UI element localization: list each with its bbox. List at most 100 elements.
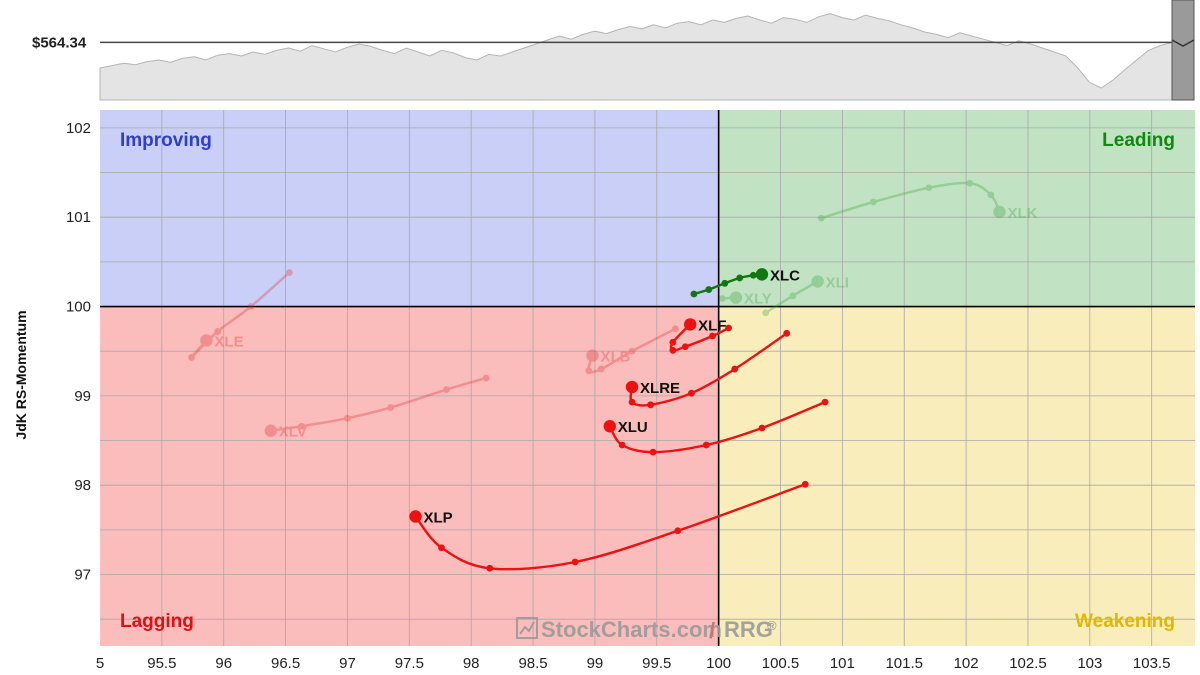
y-axis-label: JdK RS-Momentum [13,310,29,439]
trail-line-xle [190,271,291,359]
trail-point-xlu [758,424,766,432]
x-tick-label: 96 [215,655,232,672]
x-tick-label: 101 [830,655,855,672]
y-tick-label: 101 [66,209,91,226]
trail-point-xlb [585,367,593,375]
trail-head-xlre[interactable] [625,380,639,394]
trail-point-xle [247,303,255,310]
y-tick-label: 99 [74,388,91,405]
trail-point-xlb [597,365,605,373]
trail-point-xle [188,354,195,361]
x-tick-label: 99.5 [642,655,671,672]
stockcharts-watermark: StockCharts.com / RRG ® [516,617,777,643]
trail-point-xlf [681,343,689,351]
trail-line-xlk [820,181,1001,220]
trail-point-xlf [709,332,716,340]
trail-point-xlb [628,347,636,355]
quadrant-leading [718,110,1195,307]
x-tick-label: 5 [96,655,104,672]
x-tick-label: 98.5 [518,655,547,672]
trail-xlp[interactable]: XLP [409,480,809,572]
trail-point-xlv [387,404,395,411]
trail-head-xlc[interactable] [755,268,769,281]
trail-label-xli: XLI [826,275,849,292]
trail-head-xlu[interactable] [603,420,616,433]
slider-grip-icon[interactable] [1171,39,1195,47]
quadrant-label-weakening: Weakening [1075,611,1175,632]
trail-point-xlp [674,527,682,535]
price-panel: $564.34 [32,0,1195,101]
watermark-registered: ® [767,618,777,633]
plot-area: Improving Leading Lagging Weakening XLKX… [100,110,1195,646]
y-axis-ticks: 102 101 100 99 98 97 [66,120,91,584]
trail-label-xlre: XLRE [640,380,680,397]
trail-head-xlp[interactable] [409,510,422,523]
quadrant-label-improving: Improving [120,130,212,151]
quadrant-weakening [718,306,1195,646]
trail-point-xlf [669,338,677,346]
trail-point-xli [789,292,797,300]
trail-point-xlk [987,191,995,199]
trail-point-xlv [482,374,490,382]
trail-point-xlc [705,286,713,293]
trail-xle[interactable]: XLE [188,269,293,361]
trail-head-xle[interactable] [200,334,213,347]
trail-xlf[interactable]: XLF [669,317,732,354]
price-label: $564.34 [32,34,87,51]
y-tick-label: 102 [66,120,91,137]
quadrant-label-leading: Leading [1102,130,1175,151]
trail-head-xlk[interactable] [993,205,1006,219]
trail-point-xlp [438,544,445,552]
y-tick-label: 97 [74,567,91,584]
trail-point-xlc [749,271,757,279]
x-tick-label: 103.5 [1133,655,1171,672]
date-range-slider[interactable] [1171,0,1195,101]
trail-xli[interactable]: XLI [762,275,849,317]
trail-line-xlv [269,376,488,432]
trail-xly[interactable]: XLY [718,291,772,308]
x-axis-ticks: 5 95.5 96 96.5 97 97.5 98 98.5 99 99.5 100 100.5 101… [96,655,1171,672]
watermark-separator: / [709,618,715,643]
trail-point-xle [214,328,221,335]
trail-head-xlf[interactable] [683,318,697,331]
x-tick-label: 101.5 [885,655,923,672]
trail-xlk[interactable]: XLK [817,179,1038,222]
trail-point-xlp [801,480,809,488]
trail-point-xlk [869,198,877,206]
trail-point-xlre [688,389,695,397]
trail-point-xlre [783,329,791,337]
trail-point-xlu [702,441,710,449]
x-tick-label: 102 [954,655,979,672]
x-tick-label: 102.5 [1009,655,1047,672]
trail-head-xlb[interactable] [586,349,599,362]
trail-point-xlu [618,441,626,449]
trail-xlc[interactable]: XLC [690,267,800,298]
trail-point-xlc [690,290,698,298]
trail-line-xlb [587,327,677,374]
trail-xlre[interactable]: XLRE [625,329,791,409]
trail-point-xlk [925,184,933,192]
trail-point-xlk [817,214,825,222]
trail-head-xlv[interactable] [264,424,277,437]
trail-point-xlv [298,422,306,430]
trail-point-xlf [725,324,732,332]
x-tick-label: 99 [587,655,604,672]
x-tick-label: 103 [1077,655,1102,672]
y-tick-label: 98 [74,477,91,494]
trail-label-xlv: XLV [279,424,307,441]
trail-head-xli[interactable] [811,275,824,288]
trail-label-xlc: XLC [770,267,800,284]
trail-xlb[interactable]: XLB [585,325,679,375]
trail-point-xlp [571,558,579,566]
trail-point-xlre [628,398,636,406]
trail-point-xlc [736,274,744,282]
trail-xlu[interactable]: XLU [603,398,829,456]
trail-label-xlk: XLK [1008,205,1038,222]
trail-xlv[interactable]: XLV [264,374,490,441]
trail-head-xly[interactable] [729,291,743,304]
trail-label-xly: XLY [744,291,772,308]
trail-label-xle: XLE [214,333,243,350]
watermark-brand: StockCharts.com [541,617,722,642]
x-tick-label: 97 [339,655,356,672]
watermark-product: RRG [724,617,773,642]
